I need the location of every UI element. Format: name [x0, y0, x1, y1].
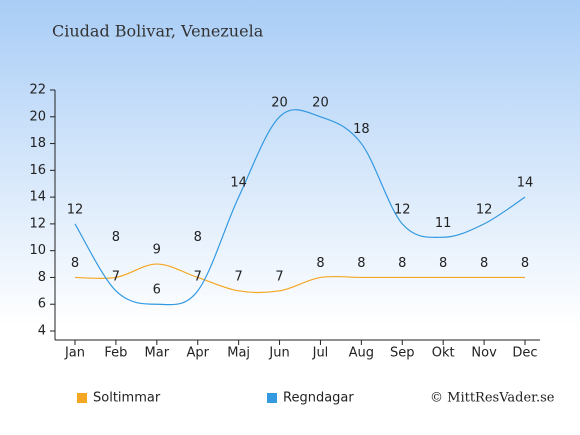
x-tick-label: Nov [471, 346, 497, 361]
data-label: 12 [67, 202, 84, 217]
x-tick-label: Sep [390, 346, 415, 361]
data-label: 8 [439, 256, 447, 271]
data-label: 6 [153, 283, 161, 298]
y-tick-label: 8 [38, 270, 46, 285]
data-label: 20 [312, 95, 329, 110]
data-label: 7 [112, 269, 120, 284]
x-tick-label: Apr [186, 346, 209, 361]
legend-label: Regndagar [283, 391, 354, 406]
data-label: 8 [398, 256, 406, 271]
data-label: 14 [230, 176, 247, 191]
data-label: 7 [194, 269, 202, 284]
legend-swatch [77, 393, 87, 403]
data-label: 7 [275, 269, 283, 284]
data-label: 8 [112, 230, 120, 245]
x-tick-label: Aug [349, 346, 374, 361]
x-tick-label: Dec [512, 346, 537, 361]
data-label: 20 [271, 95, 288, 110]
data-label: 8 [480, 256, 488, 271]
y-tick-label: 4 [38, 324, 46, 339]
chart-title: Ciudad Bolivar, Venezuela [52, 22, 264, 41]
legend-swatch [267, 393, 277, 403]
y-tick-label: 12 [29, 216, 46, 231]
y-tick-label: 16 [29, 163, 46, 178]
x-tick-label: Maj [227, 346, 250, 361]
data-label: 8 [194, 230, 202, 245]
y-tick-label: 10 [29, 243, 46, 258]
x-tick-label: Mar [145, 346, 170, 361]
x-tick-label: Feb [104, 346, 127, 361]
y-tick-label: 6 [38, 297, 46, 312]
series-line [74, 109, 526, 306]
data-label: 7 [234, 269, 242, 284]
data-label: 8 [316, 256, 324, 271]
data-label: 14 [517, 176, 534, 191]
y-tick-label: 18 [29, 136, 46, 151]
copyright: © MittResVader.se [430, 391, 555, 406]
data-label: 18 [353, 122, 370, 137]
legend-label: Soltimmar [93, 391, 161, 406]
data-label: 8 [357, 256, 365, 271]
x-tick-label: Okt [432, 346, 455, 361]
x-tick-label: Jan [64, 346, 85, 361]
data-label: 12 [476, 202, 493, 217]
data-label: 12 [394, 202, 411, 217]
x-tick-label: Jun [268, 346, 289, 361]
x-tick-label: Jul [312, 346, 329, 361]
y-tick-label: 22 [29, 83, 46, 98]
data-label: 9 [153, 243, 161, 258]
y-tick-label: 14 [29, 190, 46, 205]
data-label: 8 [521, 256, 529, 271]
data-label: 11 [435, 216, 452, 231]
series-line [74, 263, 525, 294]
y-tick-label: 20 [29, 109, 46, 124]
data-label: 8 [71, 256, 79, 271]
